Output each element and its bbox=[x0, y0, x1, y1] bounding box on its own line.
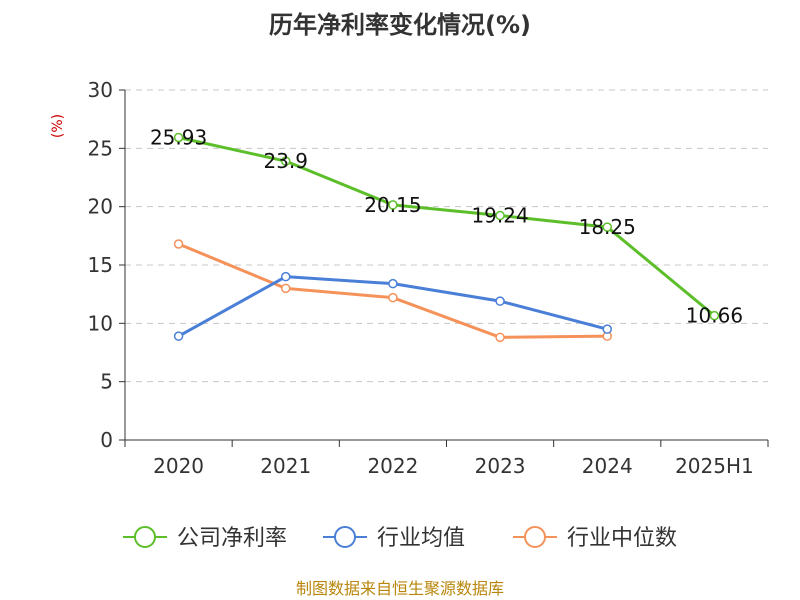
y-tick-label: 30 bbox=[88, 78, 113, 102]
data-point[interactable] bbox=[173, 132, 184, 143]
data-point[interactable] bbox=[281, 283, 291, 294]
data-point[interactable] bbox=[495, 210, 505, 221]
legend-item[interactable]: 公司净利率 bbox=[123, 526, 287, 551]
x-tick-label: 2023 bbox=[475, 454, 526, 478]
data-point[interactable] bbox=[388, 278, 398, 289]
data-point[interactable] bbox=[495, 332, 505, 343]
legend[interactable]: 公司净利率 行业均值 行业中位数 bbox=[123, 526, 677, 551]
y-tick-label: 5 bbox=[100, 370, 113, 394]
series-layer bbox=[173, 132, 720, 343]
data-label: 23.9 bbox=[263, 149, 308, 173]
legend-marker bbox=[524, 526, 546, 548]
data-label: 19.24 bbox=[471, 204, 528, 228]
x-tick-label: 2020 bbox=[153, 454, 204, 478]
y-tick-label: 0 bbox=[100, 428, 113, 452]
x-tick-label: 2022 bbox=[367, 454, 418, 478]
y-axis-label: (%) bbox=[50, 114, 66, 138]
y-tick-label: 20 bbox=[88, 195, 113, 219]
data-label: 18.25 bbox=[579, 215, 636, 239]
chart-title: 历年净利率变化情况(%) bbox=[269, 11, 531, 39]
data-point[interactable] bbox=[173, 331, 184, 341]
data-label: 25.93 bbox=[150, 125, 207, 149]
data-label: 10.66 bbox=[686, 304, 743, 328]
legend-marker bbox=[334, 526, 356, 548]
grid bbox=[125, 89, 768, 383]
y-tick-label: 10 bbox=[88, 311, 113, 335]
x-tick-label: 2021 bbox=[260, 454, 311, 478]
axes: 0 5 10 15 20 25 30 2020 2021 2022 2023 2024 2025H1 bbox=[88, 78, 769, 478]
data-point[interactable] bbox=[388, 200, 398, 210]
x-tick-label: 2024 bbox=[582, 454, 633, 478]
legend-label: 公司净利率 bbox=[177, 526, 287, 551]
data-point[interactable] bbox=[602, 222, 612, 232]
data-point[interactable] bbox=[602, 324, 612, 334]
data-label: 20.15 bbox=[364, 193, 421, 217]
y-tick-label: 15 bbox=[88, 253, 113, 277]
legend-marker bbox=[134, 526, 156, 548]
x-tick-label: 2025H1 bbox=[675, 454, 754, 478]
data-point[interactable] bbox=[281, 271, 291, 282]
data-point[interactable] bbox=[388, 292, 398, 303]
source-note: 制图数据来自恒生聚源数据库 bbox=[296, 579, 504, 598]
legend-item[interactable]: 行业中位数 bbox=[513, 526, 677, 551]
legend-label: 行业中位数 bbox=[567, 526, 677, 551]
series-line bbox=[178, 136, 716, 317]
data-labels: 25.93 23.9 20.15 19.24 18.25 10.66 bbox=[150, 125, 743, 327]
legend-item[interactable]: 行业均值 bbox=[323, 526, 465, 551]
legend-label: 行业均值 bbox=[377, 526, 465, 551]
data-point[interactable] bbox=[709, 310, 720, 321]
data-point[interactable] bbox=[281, 156, 291, 166]
y-tick-label: 25 bbox=[88, 136, 113, 160]
data-point[interactable] bbox=[173, 239, 184, 249]
data-point[interactable] bbox=[495, 296, 505, 306]
